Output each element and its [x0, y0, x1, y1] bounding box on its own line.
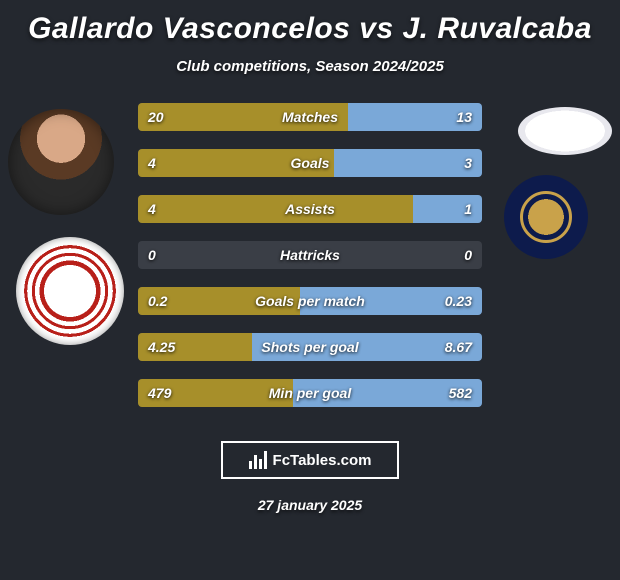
generated-date: 27 january 2025: [0, 497, 620, 513]
comparison-arena: Matches2013 Goals43 Assists41 Hattricks0 0 Go…: [0, 103, 620, 423]
stat-label: Hattricks: [138, 241, 482, 269]
stat-bar-right: [252, 333, 482, 361]
comparison-title: Gallardo Vasconcelos vs J. Ruvalcaba: [0, 0, 620, 46]
stat-bar-right: [413, 195, 482, 223]
player-right-avatar: [518, 107, 612, 155]
bar-chart-icon: [249, 451, 267, 469]
comparison-bars: Matches2013 Goals43 Assists41 Hattricks0 0 Go…: [138, 103, 482, 425]
stat-row: Matches2013: [138, 103, 482, 131]
brand-label: FcTables.com: [273, 452, 372, 469]
club-right-badge: [504, 175, 588, 259]
stat-row: Goals per match0.20.23: [138, 287, 482, 315]
stat-bar-right: [334, 149, 482, 177]
stat-bar-left: [138, 195, 413, 223]
stat-bar-right: [300, 287, 482, 315]
stat-value-left: 0: [148, 241, 156, 269]
stat-bar-right: [293, 379, 482, 407]
stat-row: Assists41: [138, 195, 482, 223]
stat-bar-left: [138, 149, 334, 177]
stat-row: Hattricks0 0: [138, 241, 482, 269]
stat-value-right: 0: [464, 241, 472, 269]
stat-row: Min per goal479582: [138, 379, 482, 407]
club-right-badge-inner: [520, 191, 572, 243]
stat-bar-right: [348, 103, 482, 131]
stat-bar-left: [138, 333, 252, 361]
comparison-subtitle: Club competitions, Season 2024/2025: [0, 58, 620, 75]
brand-box[interactable]: FcTables.com: [221, 441, 399, 479]
stat-row: Shots per goal4.258.67: [138, 333, 482, 361]
stat-row: Goals43: [138, 149, 482, 177]
player-left-avatar: [8, 109, 114, 215]
stat-bar-left: [138, 103, 348, 131]
stat-bar-left: [138, 287, 300, 315]
stat-bar-left: [138, 379, 293, 407]
club-left-badge: [16, 237, 124, 345]
